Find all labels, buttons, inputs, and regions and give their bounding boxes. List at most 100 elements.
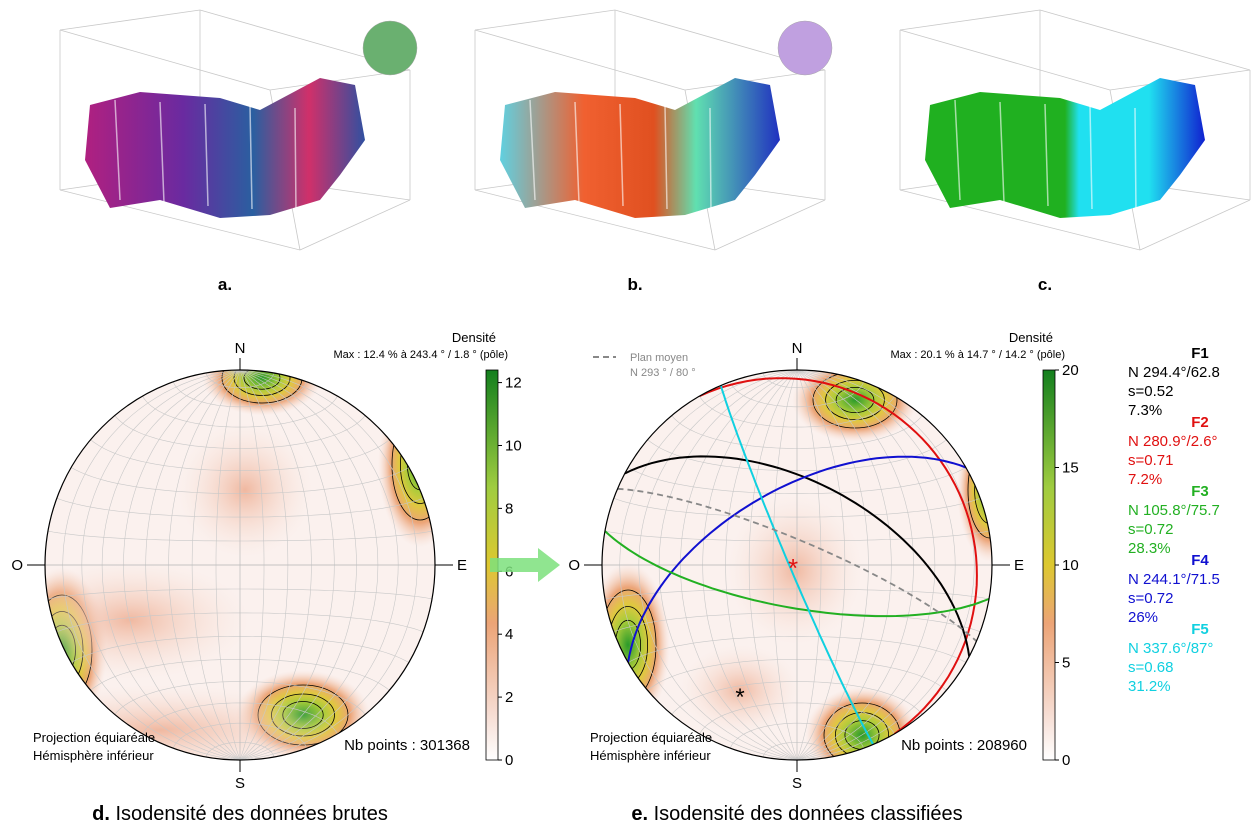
family-percent: 28.3% (1128, 540, 1171, 557)
colorbar-tick-label: 2 (505, 689, 513, 706)
fracture (709, 107, 712, 213)
colorbar-tick-label: 4 (505, 626, 513, 643)
fracture (1044, 103, 1049, 207)
wireframe (474, 29, 686, 91)
fracture (999, 101, 1005, 204)
caption: e. Isodensité des données classifiées (631, 803, 962, 825)
family-name: F5 (1191, 621, 1209, 638)
family-name: F3 (1191, 483, 1209, 500)
family-orientation: N 244.1°/71.5 (1128, 571, 1220, 588)
cardinal-label: N (235, 340, 246, 357)
caption-label: d. (92, 803, 110, 825)
fracture (159, 101, 165, 204)
contour (835, 386, 875, 413)
fracture (249, 105, 253, 210)
colorbar-tick-label: 10 (505, 437, 522, 454)
colorbar-tick-label: 15 (1062, 460, 1079, 477)
point-cloud-panels (59, 9, 1251, 251)
fracture (664, 105, 668, 210)
orientation-sphere (362, 20, 418, 76)
colorbar-tick-label: 0 (1062, 752, 1070, 769)
colorbar-title: Densité (452, 330, 496, 345)
density-blob (680, 645, 800, 735)
colorbar (1042, 369, 1056, 761)
wireframe (59, 9, 201, 31)
family-percent: 7.2% (1128, 471, 1162, 488)
cardinal-label: S (792, 775, 802, 792)
contour (233, 370, 291, 396)
colorbar-tick-label: 5 (1062, 655, 1070, 672)
fracture (1134, 107, 1137, 213)
panel-label: a. (218, 275, 232, 294)
family-percent: 7.3% (1128, 402, 1162, 419)
nb-points: Nb points : 208960 (901, 737, 1027, 754)
colorbar-tick-label: 10 (1062, 557, 1079, 574)
family-name: F1 (1191, 345, 1209, 362)
cardinal-label: N (792, 340, 803, 357)
rock-surface (500, 78, 780, 218)
rock-surface (85, 78, 365, 218)
cardinal-label: E (1014, 557, 1024, 574)
family-s: s=0.72 (1128, 521, 1173, 538)
stereonet: N S O E Max : 12.4 % à 243.4 ° / 1.8 ° (pôle… (11, 330, 522, 792)
nb-points: Nb points : 301368 (344, 737, 470, 754)
fracture (954, 99, 961, 201)
family-name: F2 (1191, 414, 1209, 431)
family-name: F4 (1191, 552, 1209, 569)
cardinal-label: S (235, 775, 245, 792)
wireframe (59, 29, 271, 91)
legend-text: N 293 ° / 80 ° (630, 367, 696, 379)
fracture (529, 99, 536, 201)
family-s: s=0.72 (1128, 590, 1173, 607)
caption: d. Isodensité des données brutes (92, 803, 388, 825)
wireframe (899, 9, 1041, 31)
colorbar-tick-label: 8 (505, 500, 513, 517)
fracture (204, 103, 209, 207)
colorbar-title: Densité (1009, 330, 1053, 345)
wireframe (899, 29, 1111, 91)
rock-surface (925, 78, 1205, 218)
family-s: s=0.52 (1128, 383, 1173, 400)
wireframe (714, 199, 826, 251)
projection-text: Projection équiaréale (33, 730, 155, 745)
arrow (490, 548, 560, 582)
family-plane (624, 455, 971, 657)
pole-marker: * (788, 553, 798, 583)
family-percent: 31.2% (1128, 678, 1171, 695)
family-orientation: N 294.4°/62.8 (1128, 364, 1220, 381)
wireframe (899, 189, 1141, 251)
panel-label: c. (1038, 275, 1052, 294)
cardinal-label: E (457, 557, 467, 574)
projection-text: Projection équiaréale (590, 730, 712, 745)
fracture (619, 103, 624, 207)
wireframe (474, 9, 616, 31)
fracture (1089, 105, 1093, 210)
caption-label: e. (631, 803, 648, 825)
colorbar-tick-label: 0 (505, 752, 513, 769)
caption-text: Isodensité des données brutes (115, 803, 387, 825)
panel-label: b. (627, 275, 642, 294)
family-legend: F1 N 294.4°/62.8 s=0.52 7.3% F2 N 280.9°/2.6°… (1128, 345, 1220, 695)
wireframe (59, 189, 301, 251)
density-blob (727, 495, 863, 645)
wireframe (1139, 199, 1251, 251)
wireframe (1109, 69, 1251, 91)
stereonet: * * N S O E Max : 20.1 % à 14.7 ° / 14.2 ° (pô… (568, 330, 1078, 792)
wireframe (299, 199, 411, 251)
caption-text: Isodensité des données classifiées (654, 803, 963, 825)
cardinal-label: O (11, 557, 23, 574)
density-blob (602, 562, 670, 728)
fracture (574, 101, 580, 204)
family-orientation: N 105.8°/75.7 (1128, 502, 1220, 519)
fracture (114, 99, 121, 201)
family-plane (699, 377, 978, 735)
density-blob (177, 422, 313, 558)
cardinal-label: O (568, 557, 580, 574)
max-text: Max : 20.1 % à 14.7 ° / 14.2 ° (pôle) (890, 349, 1065, 361)
max-text: Max : 12.4 % à 243.4 ° / 1.8 ° (pôle) (333, 349, 508, 361)
family-orientation: N 280.9°/2.6° (1128, 433, 1218, 450)
orientation-sphere (777, 20, 833, 76)
colorbar-tick-label: 12 (505, 375, 522, 392)
legend-text: Plan moyen (630, 352, 688, 364)
